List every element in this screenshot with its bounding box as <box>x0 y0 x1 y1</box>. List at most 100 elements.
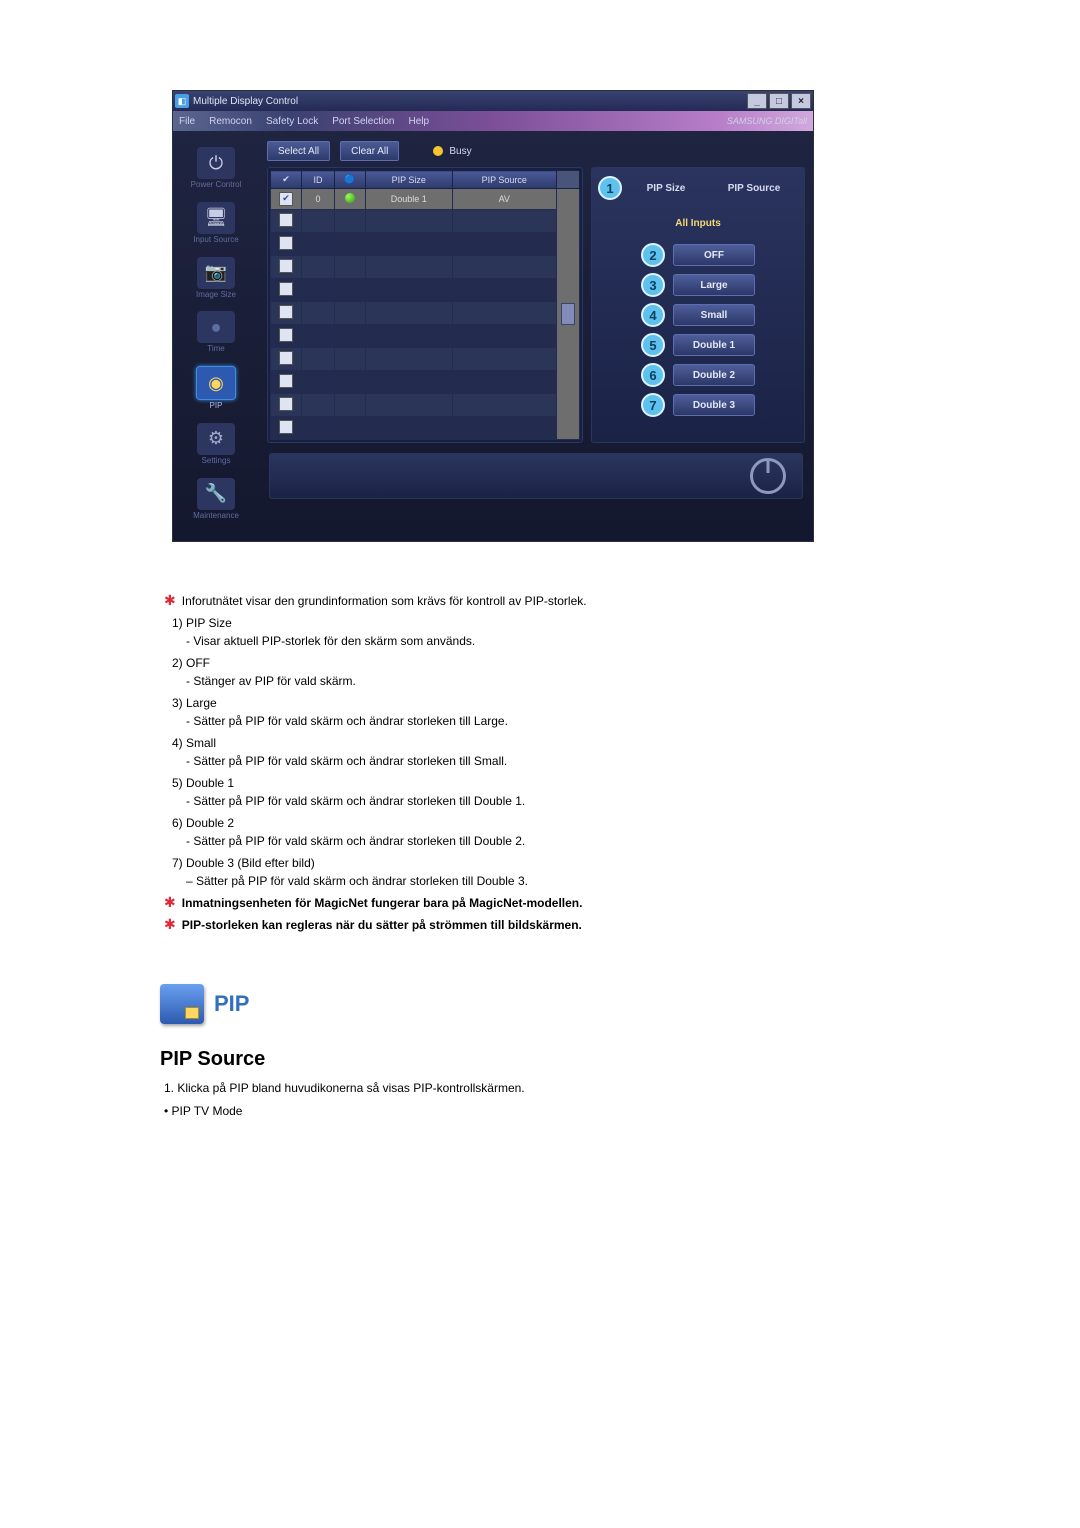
option-row-off: 2 OFF <box>598 243 798 267</box>
table-row-empty <box>271 279 580 302</box>
table-row-empty <box>271 302 580 325</box>
option-row-small: 4 Small <box>598 303 798 327</box>
star-icon: ✱ <box>164 592 176 609</box>
row-checkbox[interactable] <box>279 328 293 342</box>
sidebar-label: Power Control <box>191 181 242 190</box>
table-row-empty <box>271 210 580 233</box>
col-check[interactable]: ✔ <box>271 171 302 189</box>
right-panel-header: 1 PIP Size PIP Source <box>598 176 798 200</box>
table-row-empty <box>271 233 580 256</box>
row-checkbox[interactable] <box>279 282 293 296</box>
close-button[interactable]: × <box>791 93 811 109</box>
list-item-body: - Sätter på PIP för vald skärm och ändra… <box>186 792 916 810</box>
power-icon[interactable] <box>750 458 786 494</box>
star-icon: ✱ <box>164 894 176 911</box>
all-inputs-label: All Inputs <box>675 218 721 229</box>
list-item-body: – Sätter på PIP för vald skärm och ändra… <box>186 872 916 890</box>
cell-pip-size: Double 1 <box>366 189 453 210</box>
brand-label: SAMSUNG DIGITall <box>727 116 807 126</box>
row-checkbox[interactable] <box>279 351 293 365</box>
sidebar-item-time[interactable]: ●Time <box>184 311 248 354</box>
scrollbar[interactable] <box>557 189 580 440</box>
sidebar-icon: 🖥 <box>197 202 235 234</box>
list-item-body: - Stänger av PIP för vald skärm. <box>186 672 916 690</box>
row-checkbox[interactable] <box>279 213 293 227</box>
menubar: File Remocon Safety Lock Port Selection … <box>173 111 813 131</box>
menu-safety-lock[interactable]: Safety Lock <box>266 116 318 127</box>
star-icon: ✱ <box>164 916 176 933</box>
clear-all-button[interactable]: Clear All <box>340 141 399 161</box>
titlebar: ◧ Multiple Display Control _ □ × <box>173 91 813 111</box>
cell-status <box>335 189 366 210</box>
sidebar-item-image-size[interactable]: 📷 Image Size <box>184 257 248 300</box>
option-button-double-2[interactable]: Double 2 <box>673 364 755 386</box>
bold-note-2: PIP-storleken kan regleras när du sätter… <box>182 916 582 934</box>
option-button-double-1[interactable]: Double 1 <box>673 334 755 356</box>
sidebar-item-settings[interactable]: ⚙Settings <box>184 423 248 466</box>
list-item-title: 1) PIP Size <box>172 614 916 632</box>
maximize-button[interactable]: □ <box>769 93 789 109</box>
header-pip-source: PIP Source <box>710 183 798 194</box>
row-checkbox[interactable] <box>279 236 293 250</box>
option-button-small[interactable]: Small <box>673 304 755 326</box>
menu-port-selection[interactable]: Port Selection <box>332 116 394 127</box>
sidebar-icon: ● <box>197 311 235 343</box>
sidebar-item-input-source[interactable]: 🖥Input Source <box>184 202 248 245</box>
option-button-off[interactable]: OFF <box>673 244 755 266</box>
option-badge: 2 <box>641 243 665 267</box>
badge-1: 1 <box>598 176 622 200</box>
list-item-body: - Visar aktuell PIP-storlek för den skär… <box>186 632 916 650</box>
option-badge: 3 <box>641 273 665 297</box>
col-pip-source: PIP Source <box>452 171 556 189</box>
row-checkbox[interactable] <box>279 374 293 388</box>
window-title: Multiple Display Control <box>193 96 745 107</box>
sidebar-item-maintenance[interactable]: 🔧 Maintenance <box>184 478 248 521</box>
select-all-button[interactable]: Select All <box>267 141 330 161</box>
sidebar-label: Settings <box>202 457 231 466</box>
list-item-title: 6) Double 2 <box>172 814 916 832</box>
option-button-large[interactable]: Large <box>673 274 755 296</box>
sidebar-icon: 🔧 <box>197 478 235 510</box>
bold-note-1: Inmatningsenheten för MagicNet fungerar … <box>182 894 583 912</box>
pip-source-heading: PIP Source <box>160 1048 920 1071</box>
intro-text: Inforutnätet visar den grundinformation … <box>182 592 587 610</box>
sidebar-item-pip[interactable]: ◉PIP <box>184 366 248 411</box>
list-item-body: - Sätter på PIP för vald skärm och ändra… <box>186 832 916 850</box>
option-row-large: 3 Large <box>598 273 798 297</box>
option-row-double-1: 5Double 1 <box>598 333 798 357</box>
list-item: 6) Double 2- Sätter på PIP för vald skär… <box>172 814 916 850</box>
list-item: 1) PIP Size- Visar aktuell PIP-storlek f… <box>172 614 916 650</box>
table-row-empty <box>271 394 580 417</box>
sidebar-item-power-control[interactable]: ⏻Power Control <box>184 147 248 190</box>
row-checkbox[interactable] <box>279 259 293 273</box>
menu-file[interactable]: File <box>179 116 195 127</box>
table-row-empty <box>271 417 580 440</box>
menu-help[interactable]: Help <box>408 116 429 127</box>
row-checkbox[interactable] <box>279 397 293 411</box>
row-checkbox[interactable] <box>279 305 293 319</box>
list-item: 3) Large- Sätter på PIP för vald skärm o… <box>172 694 916 730</box>
data-grid: ✔ ID 🔵 PIP Size PIP Source 0Double 1AV <box>270 170 580 440</box>
list-item-body: - Sätter på PIP för vald skärm och ändra… <box>186 752 916 770</box>
pip-source-line-1: 1. Klicka på PIP bland huvudikonerna så … <box>164 1079 920 1098</box>
statusbar <box>269 453 803 499</box>
header-pip-size: PIP Size <box>622 183 710 194</box>
sidebar-label: Maintenance <box>193 512 239 521</box>
table-row[interactable]: 0Double 1AV <box>271 189 580 210</box>
sidebar-icon: 📷 <box>197 257 235 289</box>
option-button-double-3[interactable]: Double 3 <box>673 394 755 416</box>
status-dot-icon <box>345 193 355 203</box>
col-pip-size: PIP Size <box>366 171 453 189</box>
option-badge: 4 <box>641 303 665 327</box>
row-checkbox[interactable] <box>279 192 293 206</box>
pip-source-line-2: • PIP TV Mode <box>164 1102 920 1121</box>
menu-remocon[interactable]: Remocon <box>209 116 252 127</box>
scroll-head <box>557 171 580 189</box>
row-checkbox[interactable] <box>279 420 293 434</box>
minimize-button[interactable]: _ <box>747 93 767 109</box>
list-item-title: 2) OFF <box>172 654 916 672</box>
table-row-empty <box>271 348 580 371</box>
col-id: ID <box>302 171 335 189</box>
option-row-double-3: 7Double 3 <box>598 393 798 417</box>
sidebar-label: Image Size <box>196 291 236 300</box>
